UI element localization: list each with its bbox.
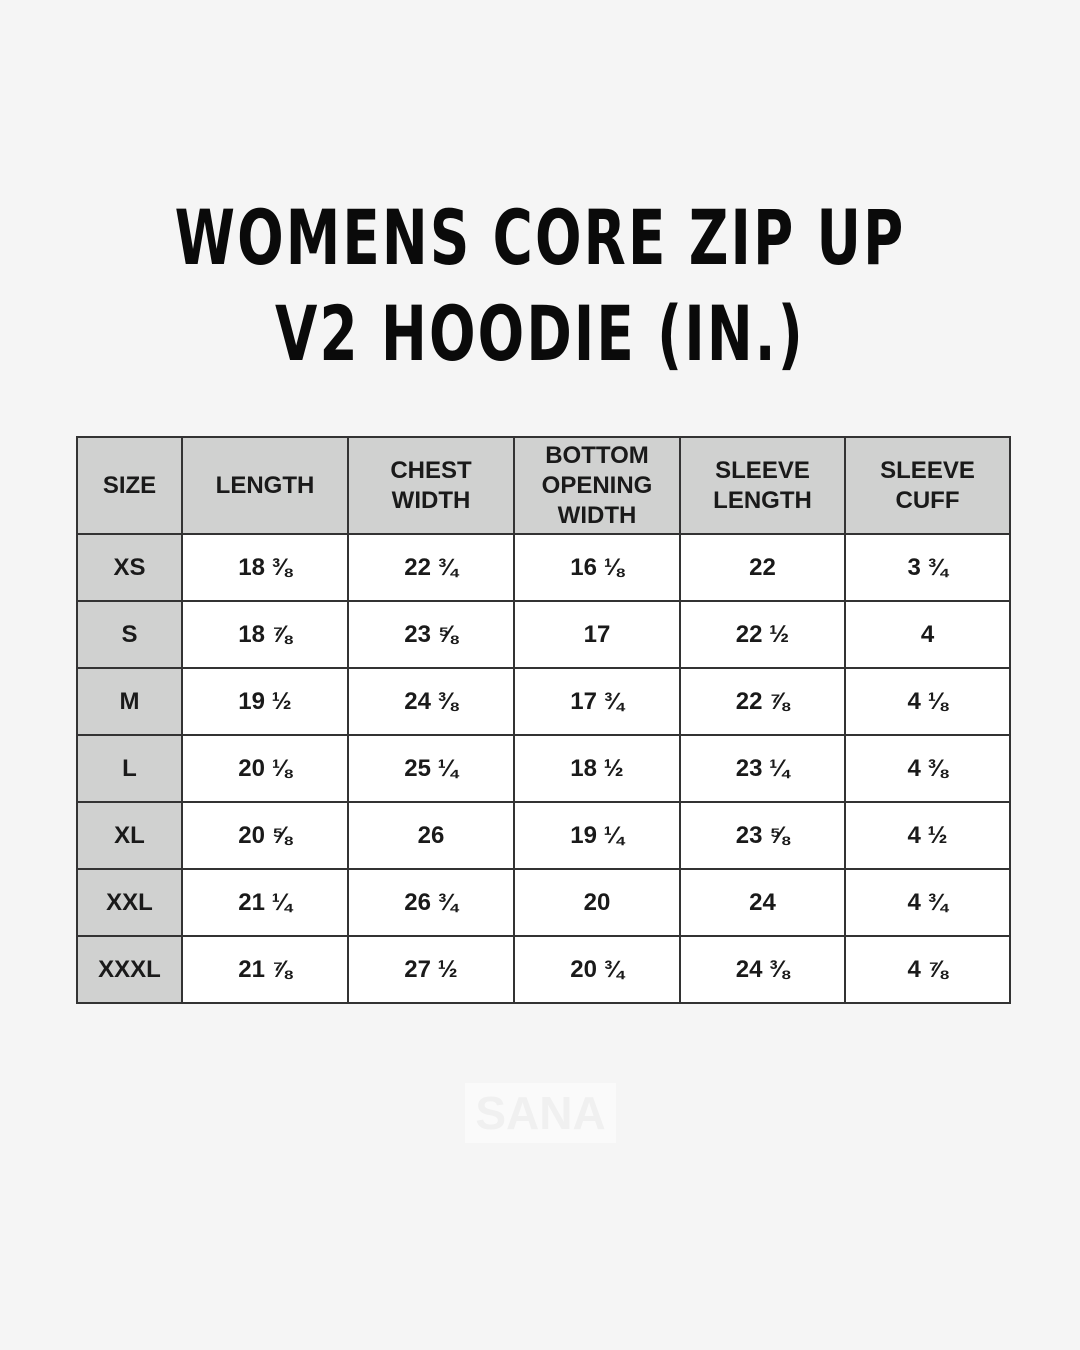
size-cell: XXXL (76, 935, 183, 1004)
header-line: LENGTH (215, 471, 315, 499)
measure-cell: 19 ½ (181, 667, 349, 736)
size-cell: XL (76, 801, 183, 870)
column-header: BOTTOM OPENING WIDTH (513, 436, 681, 535)
measure-cell: 23 ⅝ (347, 600, 515, 669)
measure-cell: 25 ¼ (347, 734, 515, 803)
header-line: WIDTH (391, 486, 471, 514)
measure-cell: 22 ⅞ (679, 667, 846, 736)
measure-cell: 26 (347, 801, 515, 870)
measure-cell: 21 ¼ (181, 868, 349, 937)
measure-cell: 24 ⅜ (347, 667, 515, 736)
measure-cell: 17 (513, 600, 681, 669)
measure-cell: 4 ¾ (844, 868, 1011, 937)
measure-cell: 4 ⅛ (844, 667, 1011, 736)
column-header: CHEST WIDTH (347, 436, 515, 535)
size-cell: S (76, 600, 183, 669)
header-line: BOTTOM (545, 441, 649, 469)
table-row: XXL 21 ¼ 26 ¾ 20 24 4 ¾ (76, 868, 1011, 937)
column-header: SLEEVE CUFF (844, 436, 1011, 535)
size-table: SIZE LENGTH CHEST WIDTH BOTTOM OPENING WIDTH SL… (76, 436, 1011, 1004)
measure-cell: 4 ½ (844, 801, 1011, 870)
measure-cell: 27 ½ (347, 935, 515, 1004)
measure-cell: 4 ⅜ (844, 734, 1011, 803)
measure-cell: 22 ½ (679, 600, 846, 669)
measure-cell: 22 ¾ (347, 533, 515, 602)
size-cell: XS (76, 533, 183, 602)
size-cell: M (76, 667, 183, 736)
header-row: SIZE LENGTH CHEST WIDTH BOTTOM OPENING WIDTH SL… (76, 436, 1011, 535)
measure-cell: 23 ¼ (679, 734, 846, 803)
size-cell: XXL (76, 868, 183, 937)
measure-cell: 18 ⅞ (181, 600, 349, 669)
header-line: SLEEVE (715, 456, 810, 484)
measure-cell: 24 (679, 868, 846, 937)
table-row: XS 18 ⅜ 22 ¾ 16 ⅛ 22 3 ¾ (76, 533, 1011, 602)
header-line: SLEEVE (880, 456, 975, 484)
measure-cell: 22 (679, 533, 846, 602)
size-cell: L (76, 734, 183, 803)
header-line: WIDTH (557, 501, 637, 529)
column-header: SLEEVE LENGTH (679, 436, 846, 535)
measure-cell: 20 ¾ (513, 935, 681, 1004)
header-line: SIZE (102, 471, 157, 499)
measure-cell: 3 ¾ (844, 533, 1011, 602)
measure-cell: 19 ¼ (513, 801, 681, 870)
measure-cell: 21 ⅞ (181, 935, 349, 1004)
measure-cell: 24 ⅜ (679, 935, 846, 1004)
header-line: CHEST (390, 456, 472, 484)
measure-cell: 17 ¾ (513, 667, 681, 736)
measure-cell: 20 (513, 868, 681, 937)
measure-cell: 26 ¾ (347, 868, 515, 937)
measure-cell: 16 ⅛ (513, 533, 681, 602)
header-line: LENGTH (713, 486, 812, 514)
title-line: V2 HOODIE (IN.) (275, 289, 805, 378)
measure-cell: 18 ½ (513, 734, 681, 803)
header-line: CUFF (895, 486, 960, 514)
measure-cell: 18 ⅜ (181, 533, 349, 602)
title-line: WOMENS CORE ZIP UP (174, 193, 906, 282)
column-header: LENGTH (181, 436, 349, 535)
title: WOMENS CORE ZIP UP V2 HOODIE (IN.) (0, 190, 1080, 382)
measure-cell: 4 ⅞ (844, 935, 1011, 1004)
measure-cell: 23 ⅝ (679, 801, 846, 870)
measure-cell: 20 ⅝ (181, 801, 349, 870)
watermark: SANA (465, 1083, 616, 1143)
header-line: OPENING (541, 471, 653, 499)
measure-cell: 20 ⅛ (181, 734, 349, 803)
measure-cell: 4 (844, 600, 1011, 669)
column-header: SIZE (76, 436, 183, 535)
